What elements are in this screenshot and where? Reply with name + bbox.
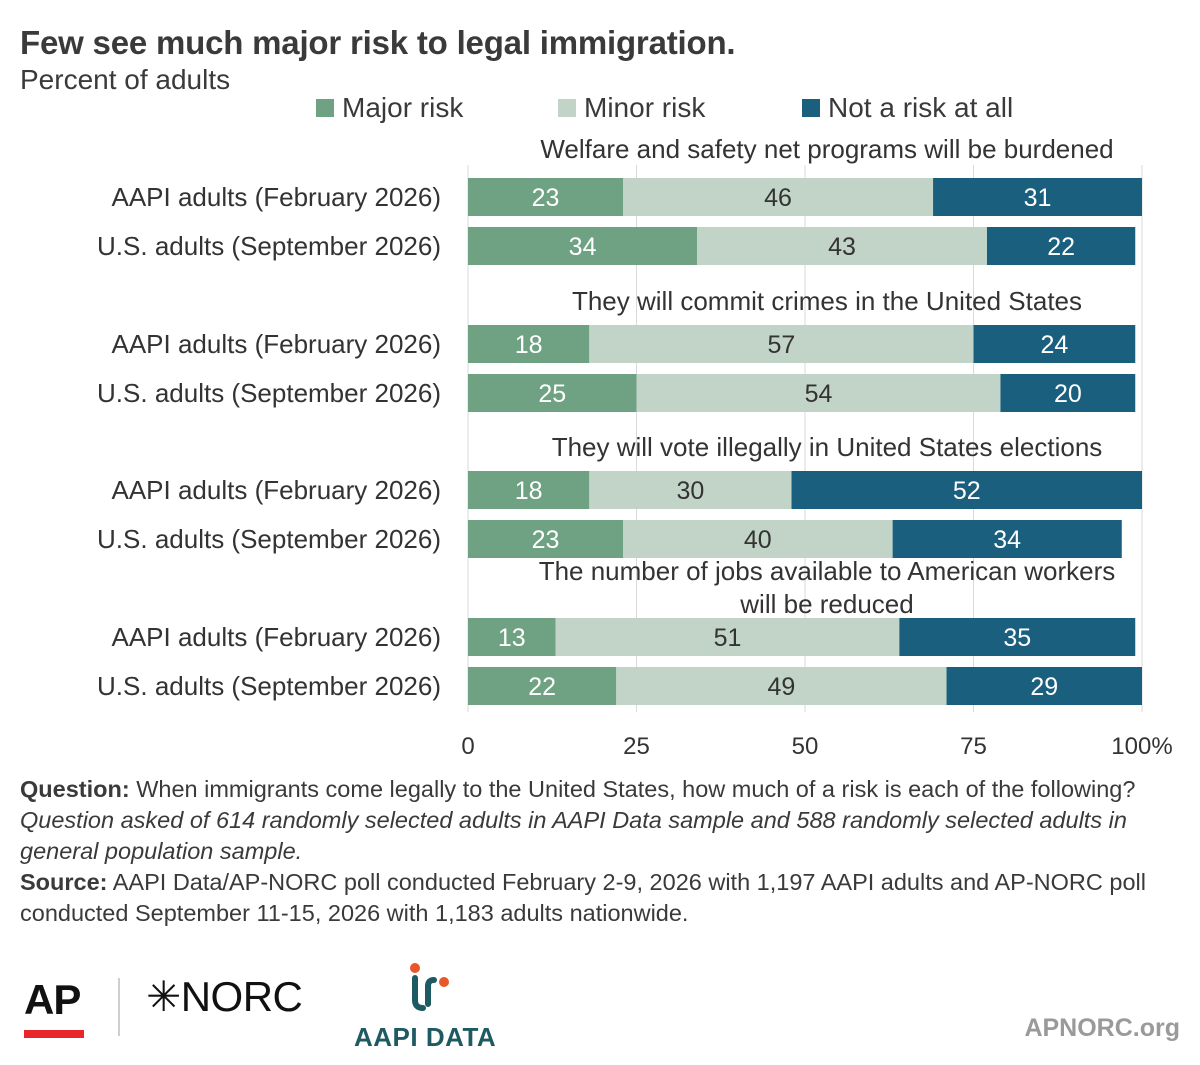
group-title: will be reduced (739, 589, 913, 619)
x-tick-label: 0 (461, 733, 474, 760)
chart-subtitle: Percent of adults (20, 64, 231, 95)
bar-segment-minor (589, 325, 974, 363)
data-label: 13 (498, 624, 526, 652)
row-label: U.S. adults (September 2026) (97, 231, 441, 261)
bar-segment-none (899, 618, 1136, 656)
norc-logo-text: NORC (180, 973, 303, 1020)
bar-segment-minor (616, 667, 947, 705)
data-label: 23 (532, 184, 560, 212)
data-label: 46 (764, 184, 792, 212)
data-label: 40 (744, 526, 772, 554)
bar-segment-major (468, 374, 637, 412)
bar-segment-minor (636, 374, 1001, 412)
bar-segment-minor (623, 178, 934, 216)
row-label: U.S. adults (September 2026) (97, 671, 441, 701)
legend-swatch-minor (558, 99, 576, 117)
bar-segment-major (468, 618, 556, 656)
bar-segment-major (468, 227, 698, 265)
data-label: 43 (828, 233, 856, 261)
row-label: AAPI adults (February 2026) (112, 182, 442, 212)
group-title: The number of jobs available to American… (539, 556, 1116, 586)
ap-logo: AP (24, 976, 84, 1038)
question-sample-note: Question asked of 614 randomly selected … (20, 807, 1127, 864)
norc-logo: ✳NORC (146, 972, 303, 1021)
bar-segment-major (468, 325, 590, 363)
data-label: 18 (515, 477, 543, 505)
legend-swatch-major (316, 99, 334, 117)
data-label: 18 (515, 331, 543, 359)
bar-segment-none (1000, 374, 1136, 412)
bar-segment-minor (555, 618, 900, 656)
bar-segment-minor (589, 471, 792, 509)
site-credit: APNORC.org (1024, 1014, 1180, 1042)
legend-item-major: Major risk (316, 90, 463, 126)
ap-logo-bar (24, 1030, 84, 1038)
data-label: 49 (768, 673, 796, 701)
data-label: 35 (1003, 624, 1031, 652)
data-label: 51 (714, 624, 742, 652)
logo-divider (118, 978, 120, 1036)
x-tick-label: 25 (623, 733, 650, 760)
row-label: AAPI adults (February 2026) (112, 622, 442, 652)
source-label: Source: (20, 869, 108, 895)
legend-swatch-none (802, 99, 820, 117)
bar-segment-none (973, 325, 1136, 363)
data-label: 57 (768, 331, 796, 359)
question-note: Question: When immigrants come legally t… (20, 774, 1185, 867)
bar-segment-minor (623, 520, 893, 558)
source-note: Source: AAPI Data/AP-NORC poll conducted… (20, 867, 1185, 929)
aapi-data-logo-text: AAPI DATA (354, 1022, 497, 1052)
question-text: When immigrants come legally to the Unit… (129, 776, 1136, 802)
data-label: 31 (1024, 184, 1052, 212)
data-label: 24 (1040, 331, 1068, 359)
legend-item-none: Not a risk at all (802, 90, 1013, 126)
data-label: 54 (805, 380, 833, 408)
bar-segment-none (791, 471, 1142, 509)
data-label: 34 (569, 233, 597, 261)
norc-mark-icon: ✳ (146, 973, 181, 1020)
aapi-data-mark-icon (410, 963, 449, 1011)
bar-segment-major (468, 178, 624, 216)
data-label: 25 (538, 380, 566, 408)
x-tick-label: 75 (960, 733, 987, 760)
bar-segment-none (933, 178, 1142, 216)
data-label: 22 (1047, 233, 1075, 261)
footer-notes: Question: When immigrants come legally t… (20, 774, 1185, 929)
row-label: U.S. adults (September 2026) (97, 378, 441, 408)
row-label: U.S. adults (September 2026) (97, 524, 441, 554)
bar-segment-none (986, 227, 1136, 265)
ap-logo-text: AP (24, 976, 81, 1023)
row-label: AAPI adults (February 2026) (112, 329, 442, 359)
group-title: Welfare and safety net programs will be … (540, 134, 1113, 164)
group-title: They will commit crimes in the United St… (572, 286, 1082, 316)
bar-segment-none (946, 667, 1142, 705)
source-text: AAPI Data/AP-NORC poll conducted Februar… (20, 869, 1146, 926)
data-label: 30 (677, 477, 705, 505)
data-label: 34 (993, 526, 1021, 554)
legend-label-minor: Minor risk (584, 92, 706, 123)
row-label: AAPI adults (February 2026) (112, 475, 442, 505)
data-label: 22 (528, 673, 556, 701)
data-label: 20 (1054, 380, 1082, 408)
chart-plot: 0 25 50 75 100% Welfare and safety net progra… (97, 134, 1173, 760)
bar-segment-major (468, 520, 624, 558)
question-label: Question: (20, 776, 130, 802)
bar-segment-minor (697, 227, 987, 265)
legend-item-minor: Minor risk (558, 90, 705, 126)
aapi-data-logo: AAPI DATA (354, 960, 514, 1056)
bar-segment-major (468, 471, 590, 509)
x-tick-label: 50 (792, 733, 819, 760)
group-title: They will vote illegally in United State… (552, 432, 1103, 462)
chart-title: Few see much major risk to legal immigra… (20, 24, 736, 61)
legend: Major risk Minor risk Not a risk at all (0, 90, 1200, 130)
legend-label-major: Major risk (342, 92, 464, 123)
bar-segment-none (892, 520, 1122, 558)
x-tick-label: 100% (1111, 733, 1172, 760)
data-label: 23 (532, 526, 560, 554)
data-label: 29 (1030, 673, 1058, 701)
legend-label-none: Not a risk at all (828, 92, 1014, 123)
data-label: 52 (953, 477, 981, 505)
bar-segment-major (468, 667, 617, 705)
